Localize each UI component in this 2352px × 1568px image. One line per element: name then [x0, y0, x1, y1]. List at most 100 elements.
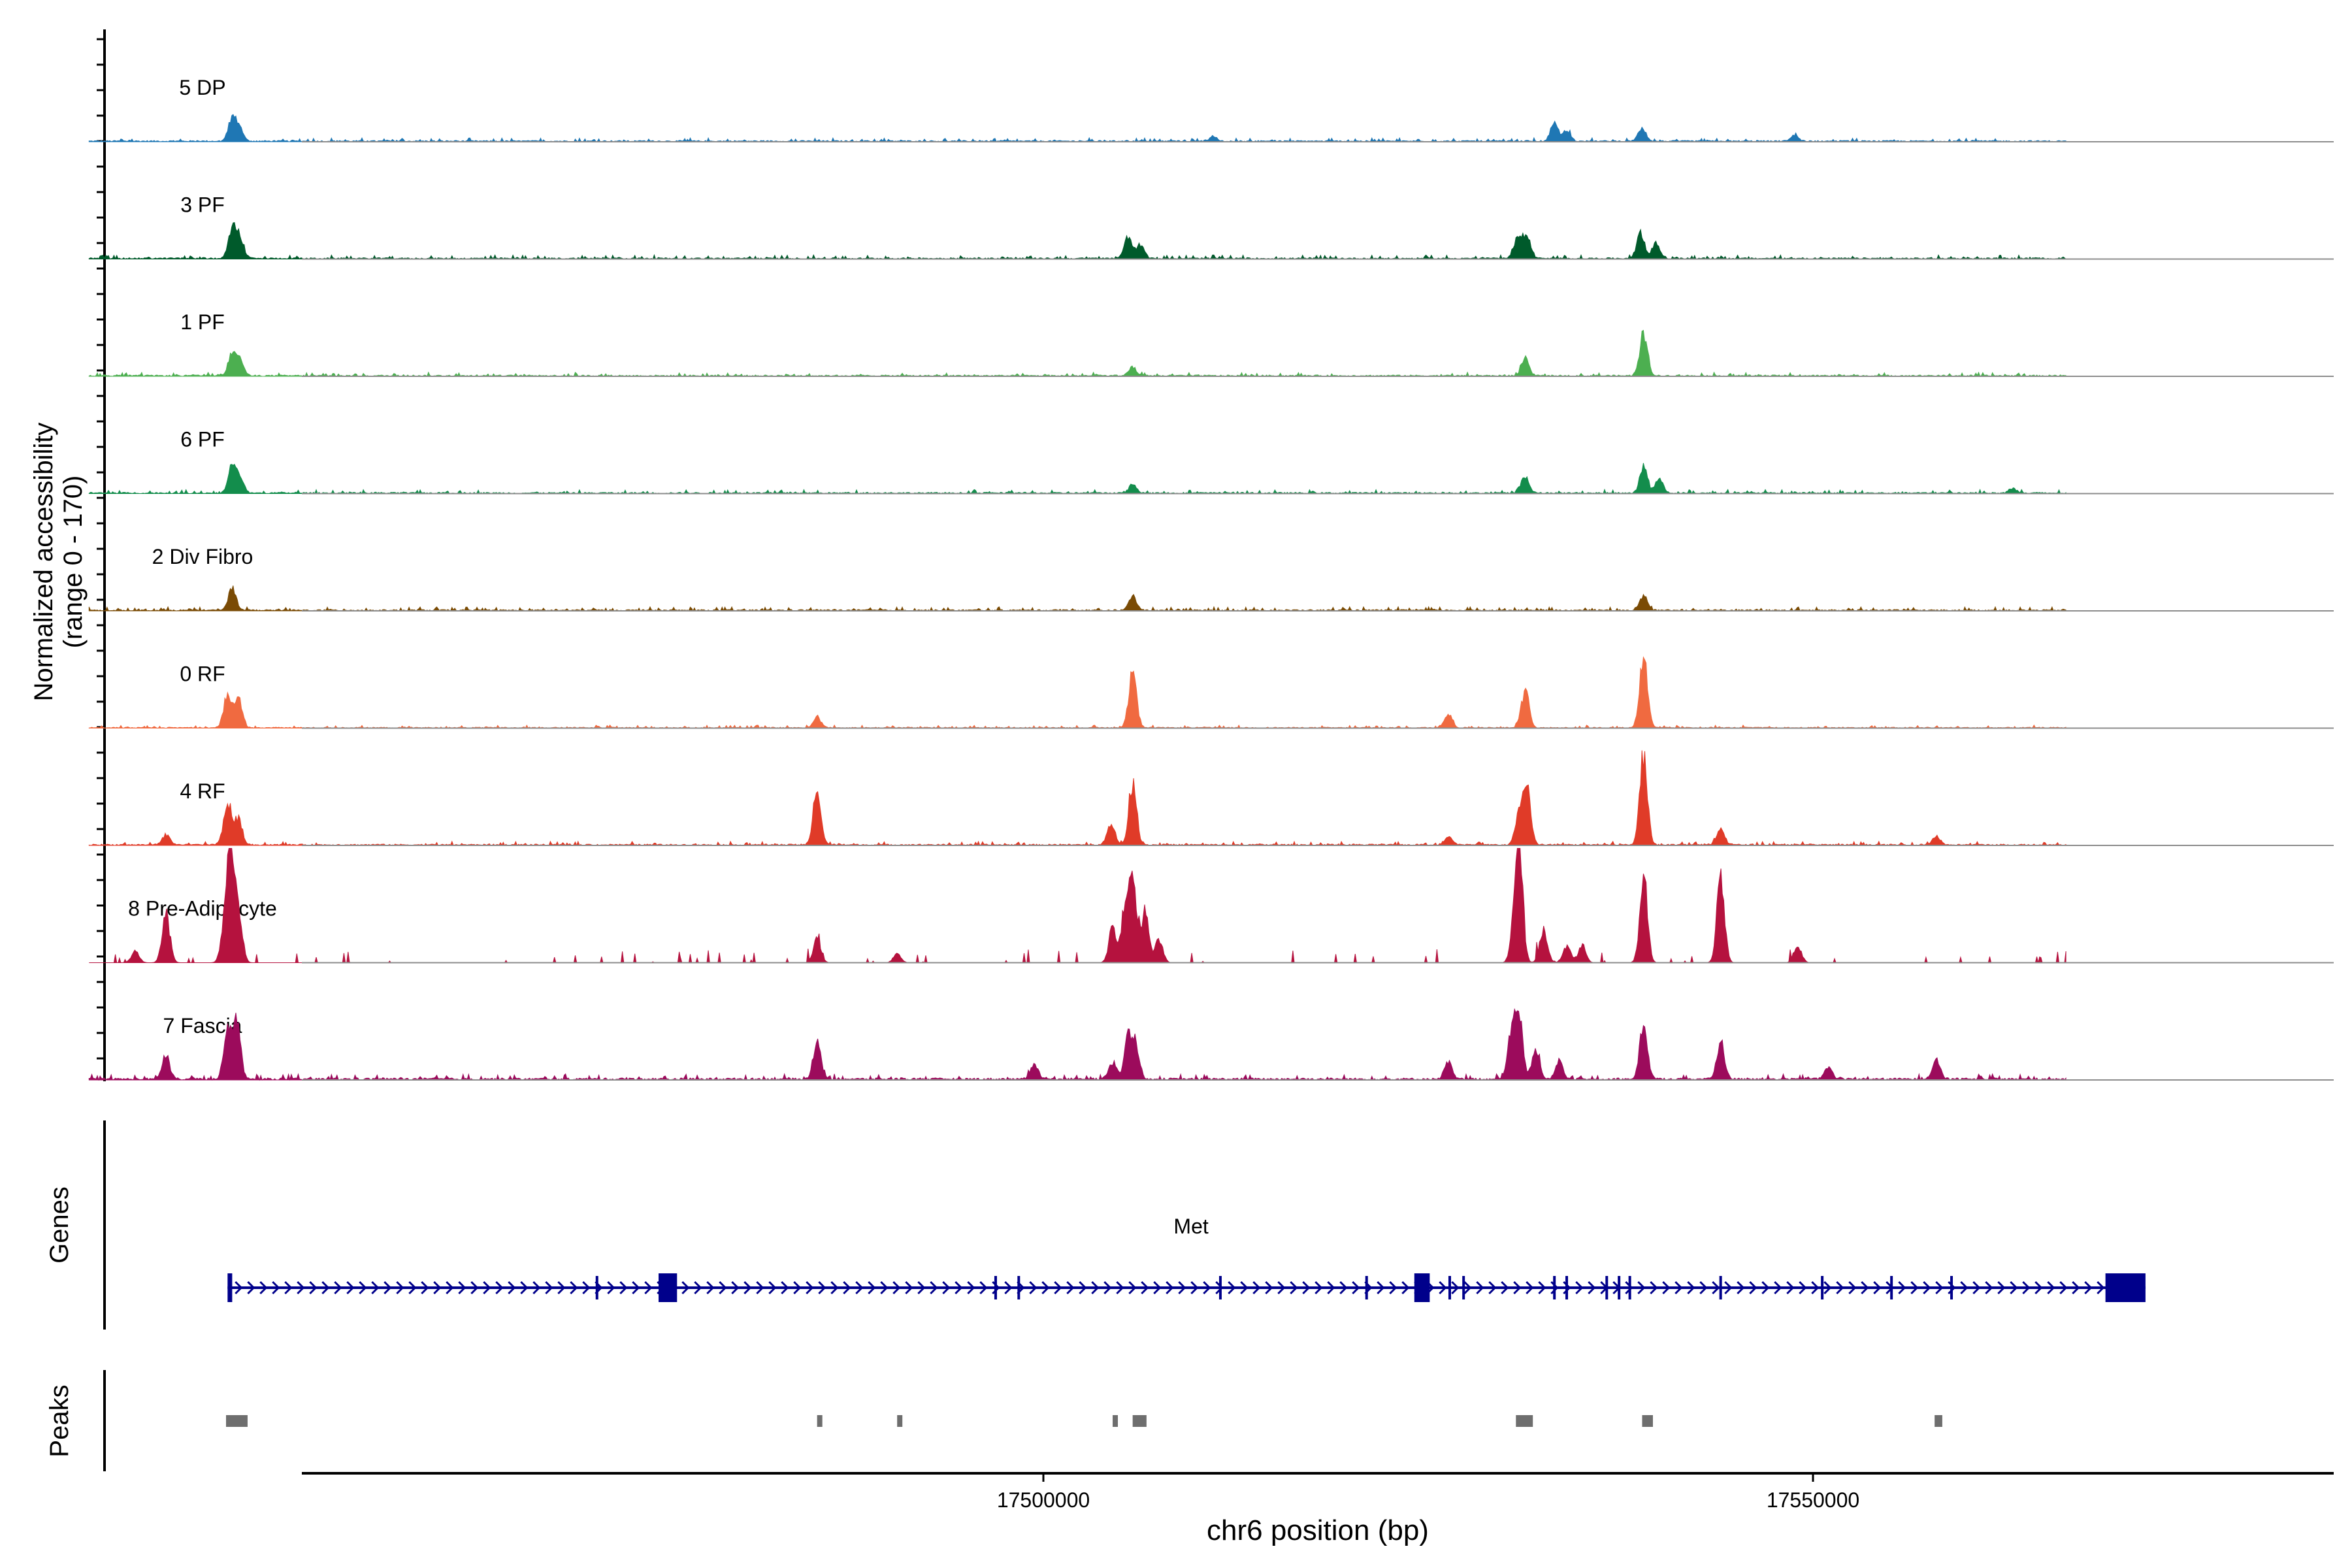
strand-chevron [1662, 1281, 1671, 1295]
strand-chevron [905, 1281, 913, 1295]
strand-chevron [830, 1281, 839, 1295]
strand-chevron [1923, 1281, 1931, 1295]
strand-chevron [719, 1281, 727, 1295]
strand-chevron [1352, 1281, 1360, 1295]
coverage-area [89, 848, 2066, 964]
strand-chevron [1972, 1281, 1981, 1295]
genes-panel-label: Genes [45, 1186, 74, 1264]
peak-region [1516, 1415, 1533, 1427]
strand-chevron [1203, 1281, 1211, 1295]
strand-chevron [582, 1281, 591, 1295]
strand-chevron [446, 1281, 454, 1295]
strand-chevron [2022, 1281, 2031, 1295]
x-tick-label: 17550000 [1767, 1488, 1859, 1512]
peak-region [1113, 1415, 1119, 1427]
coverage-area [88, 463, 2066, 495]
track-2-div-fibro: 2 Div Fibro [88, 545, 2334, 612]
strand-chevron [1166, 1281, 1174, 1295]
peak-region [225, 1415, 248, 1427]
strand-chevron [1774, 1281, 1782, 1295]
strand-chevron [557, 1281, 566, 1295]
peak-region [817, 1415, 823, 1427]
track-label: 2 Div Fibro [152, 545, 253, 568]
strand-chevron [1699, 1281, 1708, 1295]
coverage-area [88, 1007, 2066, 1081]
strand-chevron [1004, 1281, 1013, 1295]
strand-chevron [917, 1281, 926, 1295]
strand-chevron [384, 1281, 392, 1295]
strand-chevron [1476, 1281, 1484, 1295]
track-label: 3 PF [180, 193, 225, 217]
strand-chevron [1190, 1281, 1199, 1295]
strand-chevron [433, 1281, 442, 1295]
strand-chevron [930, 1281, 938, 1295]
strand-chevron [321, 1281, 330, 1295]
strand-chevron [1315, 1281, 1323, 1295]
strand-chevron [1377, 1281, 1385, 1295]
y-axis-label-line1: Normalized accessibility [29, 423, 58, 702]
peak-region [1935, 1415, 1942, 1427]
strand-chevron [1811, 1281, 1820, 1295]
strand-chevron [880, 1281, 889, 1295]
strand-chevron [1960, 1281, 1968, 1295]
exon-block [227, 1273, 233, 1302]
coverage-area [88, 114, 2066, 143]
strand-chevron [1687, 1281, 1695, 1295]
strand-chevron [1141, 1281, 1149, 1295]
track-label: 0 RF [180, 662, 225, 686]
strand-chevron [2072, 1281, 2080, 1295]
x-axis-ticks: 17500000 17550000 [997, 1473, 1859, 1512]
track-label: 8 Pre-Adipocyte [128, 897, 277, 921]
strand-chevron [1625, 1281, 1633, 1295]
strand-chevron [272, 1281, 280, 1295]
strand-chevron [756, 1281, 764, 1295]
track-5-dp: 5 DP [88, 76, 2334, 143]
strand-chevron [359, 1281, 367, 1295]
strand-chevron [892, 1281, 901, 1295]
strand-chevron [1997, 1281, 2006, 1295]
strand-chevron [1066, 1281, 1075, 1295]
track-label: 1 PF [180, 310, 225, 334]
strand-chevron [706, 1281, 715, 1295]
strand-chevron [1128, 1281, 1137, 1295]
coverage-area [88, 585, 2066, 612]
strand-chevron [259, 1281, 268, 1295]
strand-chevron [247, 1281, 255, 1295]
strand-chevron [570, 1281, 578, 1295]
strand-chevron [1103, 1281, 1112, 1295]
strand-chevron [1079, 1281, 1087, 1295]
strand-chevron [1290, 1281, 1298, 1295]
strand-chevron [483, 1281, 491, 1295]
strand-chevron [1836, 1281, 1844, 1295]
strand-chevron [1761, 1281, 1770, 1295]
strand-chevron [979, 1281, 988, 1295]
strand-chevron [1277, 1281, 1286, 1295]
strand-chevron [1910, 1281, 1919, 1295]
strand-chevron [1339, 1281, 1348, 1295]
gene-name-label: Met [1173, 1215, 1208, 1238]
exon-block [2105, 1273, 2146, 1302]
strand-chevron [2084, 1281, 2093, 1295]
track-8-pre-adipocyte: 8 Pre-Adipocyte [89, 848, 2334, 964]
strand-chevron [1041, 1281, 1050, 1295]
strand-chevron [1252, 1281, 1261, 1295]
strand-chevron [868, 1281, 876, 1295]
track-3-pf: 3 PF [88, 193, 2334, 260]
strand-chevron [694, 1281, 702, 1295]
strand-chevron [371, 1281, 380, 1295]
strand-chevron [545, 1281, 553, 1295]
strand-chevron [1898, 1281, 1906, 1295]
strand-chevron [1240, 1281, 1249, 1295]
strand-chevron [2010, 1281, 2018, 1295]
strand-chevron [421, 1281, 429, 1295]
strand-chevron [297, 1281, 305, 1295]
strand-chevron [1575, 1281, 1584, 1295]
strand-chevron [743, 1281, 752, 1295]
strand-chevron [1029, 1281, 1037, 1295]
strand-chevron [2059, 1281, 2068, 1295]
strand-chevron [458, 1281, 466, 1295]
strand-chevron [2097, 1281, 2105, 1295]
strand-chevron [1538, 1281, 1546, 1295]
strand-chevron [843, 1281, 851, 1295]
